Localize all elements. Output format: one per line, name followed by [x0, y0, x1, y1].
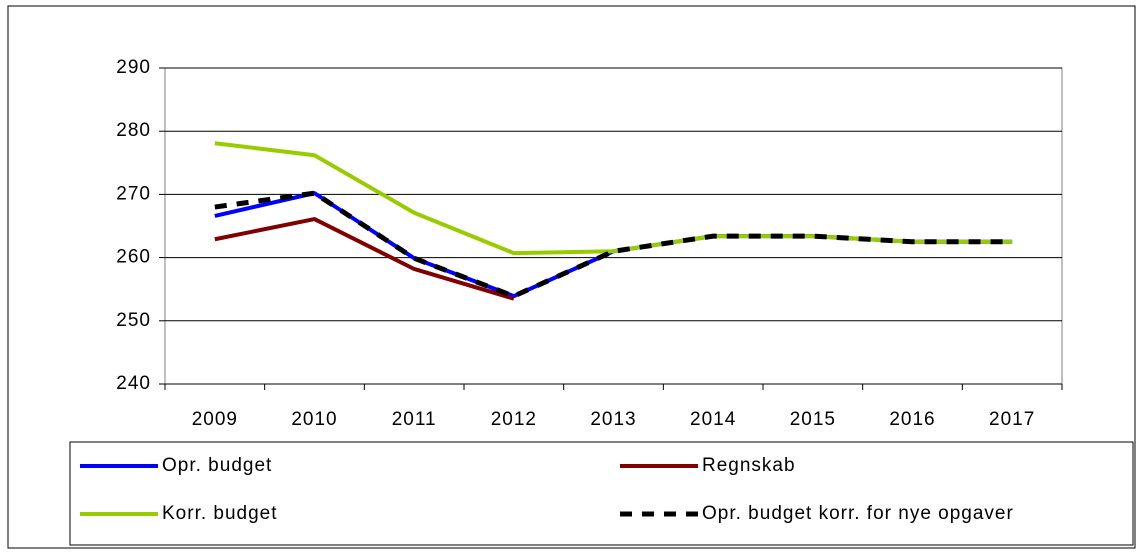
- x-tick-label: 2012: [491, 409, 537, 430]
- x-tick-label: 2017: [989, 409, 1035, 430]
- series-line: [214, 190, 1013, 299]
- x-tick-label: 2010: [291, 409, 337, 430]
- legend-label: Opr. budget: [162, 455, 272, 476]
- series-line: [214, 217, 515, 301]
- legend-box: [69, 441, 1134, 546]
- legend-label: Regnskab: [702, 455, 796, 476]
- y-tick-label: 280: [116, 120, 151, 141]
- x-tick-label: 2013: [590, 409, 636, 430]
- y-tick-label: 260: [116, 247, 151, 268]
- x-tick-label: 2015: [790, 409, 836, 430]
- x-tick-label: 2011: [392, 409, 437, 430]
- legend-label: Opr. budget korr. for nye opgaver: [702, 503, 1014, 524]
- y-tick-label: 250: [116, 310, 151, 331]
- legend-label: Korr. budget: [162, 503, 278, 524]
- y-tick-label: 240: [116, 373, 151, 394]
- x-tick-label: 2009: [192, 409, 238, 430]
- x-tick-label: 2016: [889, 409, 935, 430]
- series-line: [214, 141, 1013, 256]
- y-tick-label: 290: [116, 57, 151, 78]
- y-tick-label: 270: [116, 183, 151, 204]
- x-tick-label: 2014: [690, 409, 736, 430]
